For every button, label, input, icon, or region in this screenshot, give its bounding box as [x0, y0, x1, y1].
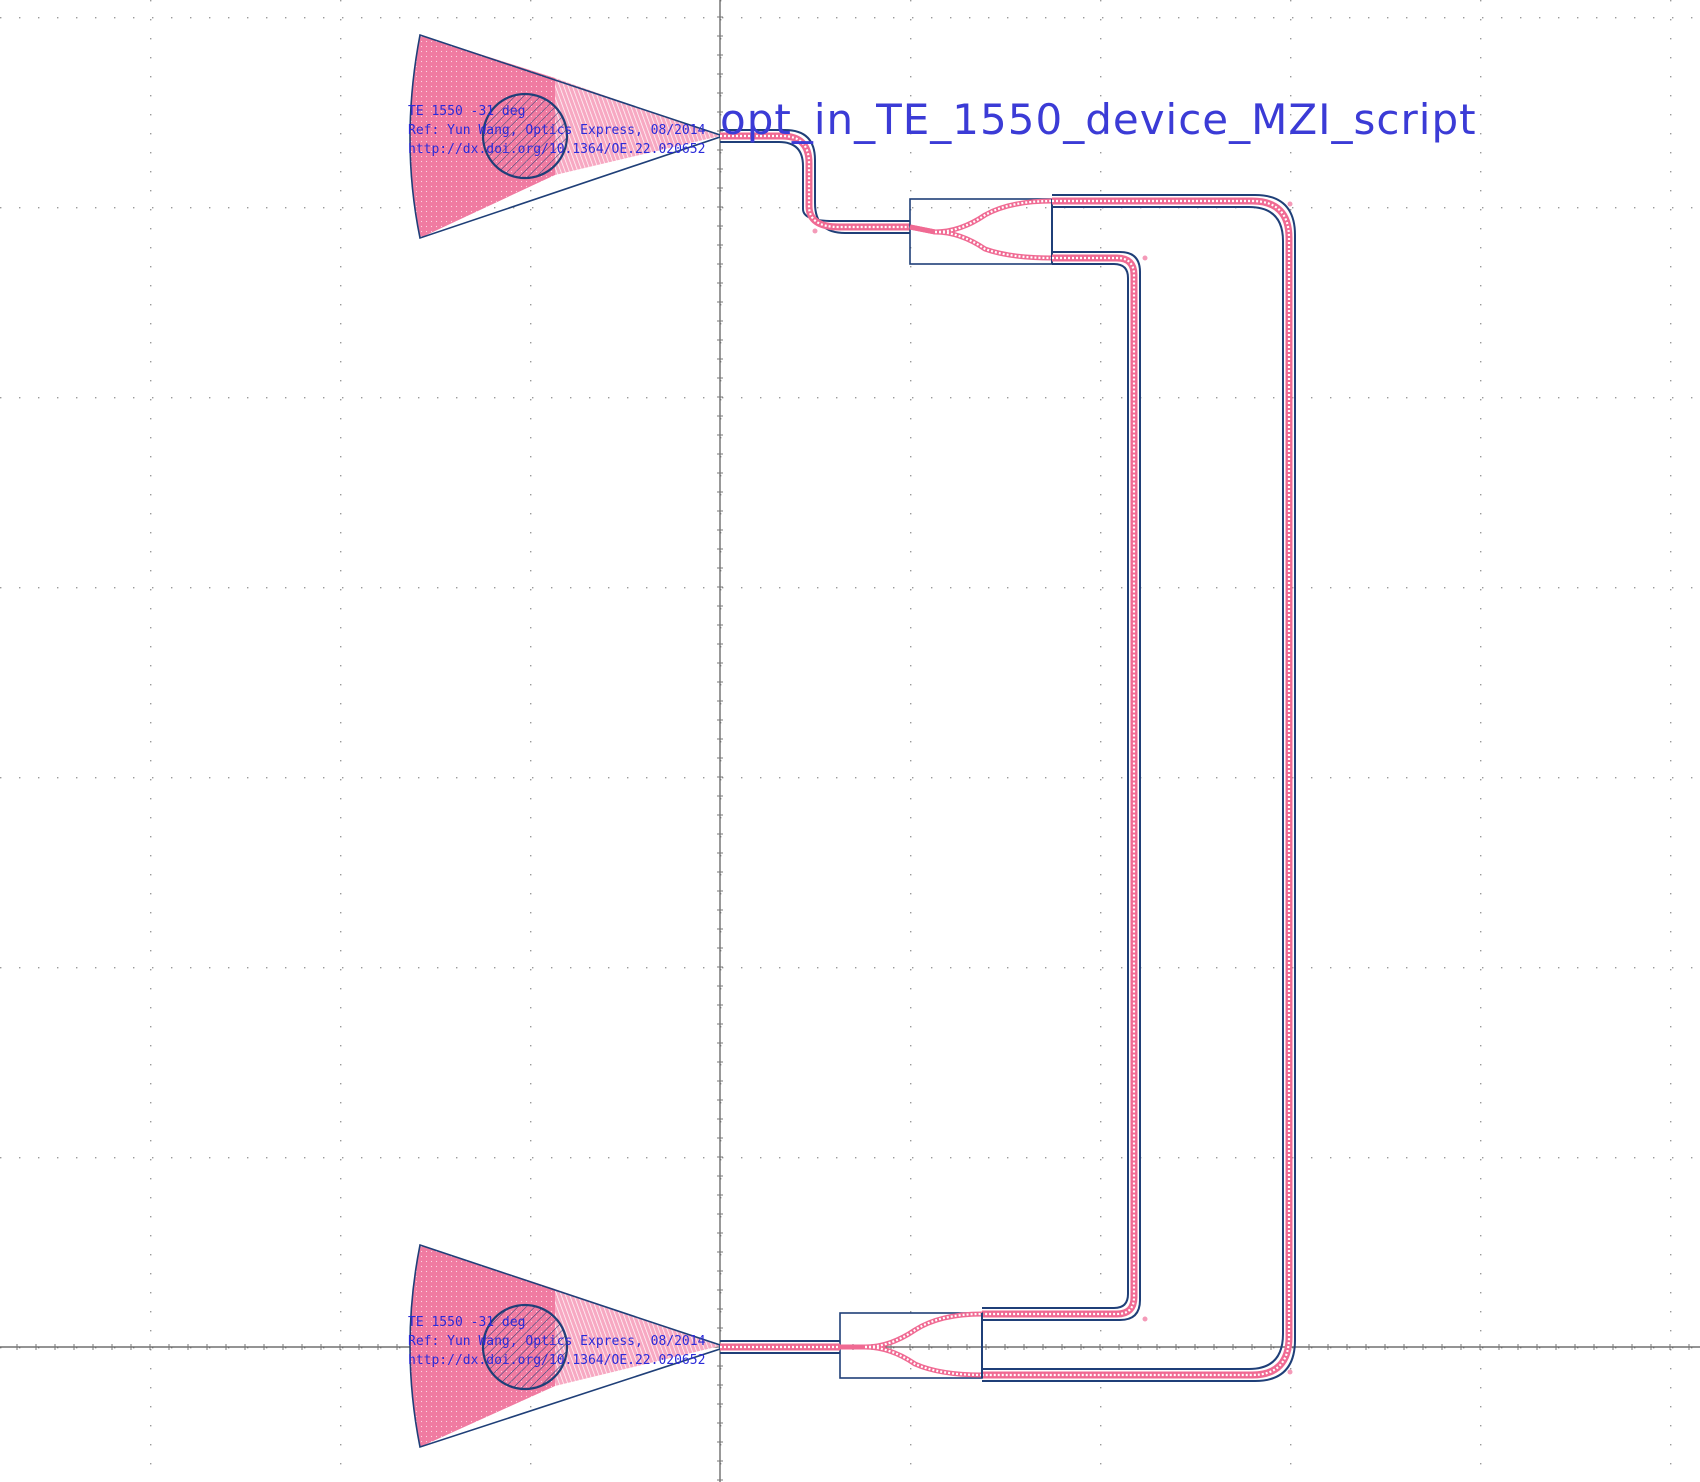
grating-coupler-bottom-taper-stripes [555, 1289, 720, 1386]
y-branch-top[interactable] [909, 198, 1053, 265]
waveguide-short-arm[interactable] [982, 251, 1141, 1321]
grating-coupler-top-outline [409, 33, 721, 240]
waveguide-long-arm[interactable] [982, 194, 1296, 1382]
grating-coupler-top-fiber-circle [481, 92, 569, 180]
gc-top-label-line1: TE 1550 -31 deg [408, 104, 525, 119]
waveguide-input[interactable] [720, 129, 910, 234]
y-branch-bottom[interactable] [839, 1311, 983, 1379]
gc-top-label-line3: http://dx.doi.org/10.1364/OE.22.020652 [408, 142, 705, 157]
grating-coupler-bottom-outline [409, 1243, 721, 1449]
waveguide-output[interactable] [720, 1340, 840, 1354]
gc-bottom-label-line1: TE 1550 -31 deg [408, 1315, 525, 1330]
grating-coupler-top-taper-stripes [555, 78, 720, 175]
gc-top-label-line2: Ref: Yun Wang, Optics Express, 08/2014 [408, 123, 706, 138]
axis-ticks [16, 16, 1690, 1481]
grating-coupler-top[interactable]: TE 1550 -31 deg Ref: Yun Wang, Optics Ex… [408, 33, 721, 240]
gc-bottom-label-line2: Ref: Yun Wang, Optics Express, 08/2014 [408, 1334, 706, 1349]
gc-bottom-label-line3: http://dx.doi.org/10.1364/OE.22.020652 [408, 1353, 705, 1368]
grating-coupler-bottom[interactable]: TE 1550 -31 deg Ref: Yun Wang, Optics Ex… [408, 1243, 721, 1449]
grating-coupler-bottom-fiber-circle [481, 1303, 569, 1391]
cell-label: opt_in_TE_1550_device_MZI_script [720, 95, 1477, 144]
port-markers [812, 201, 1293, 1375]
